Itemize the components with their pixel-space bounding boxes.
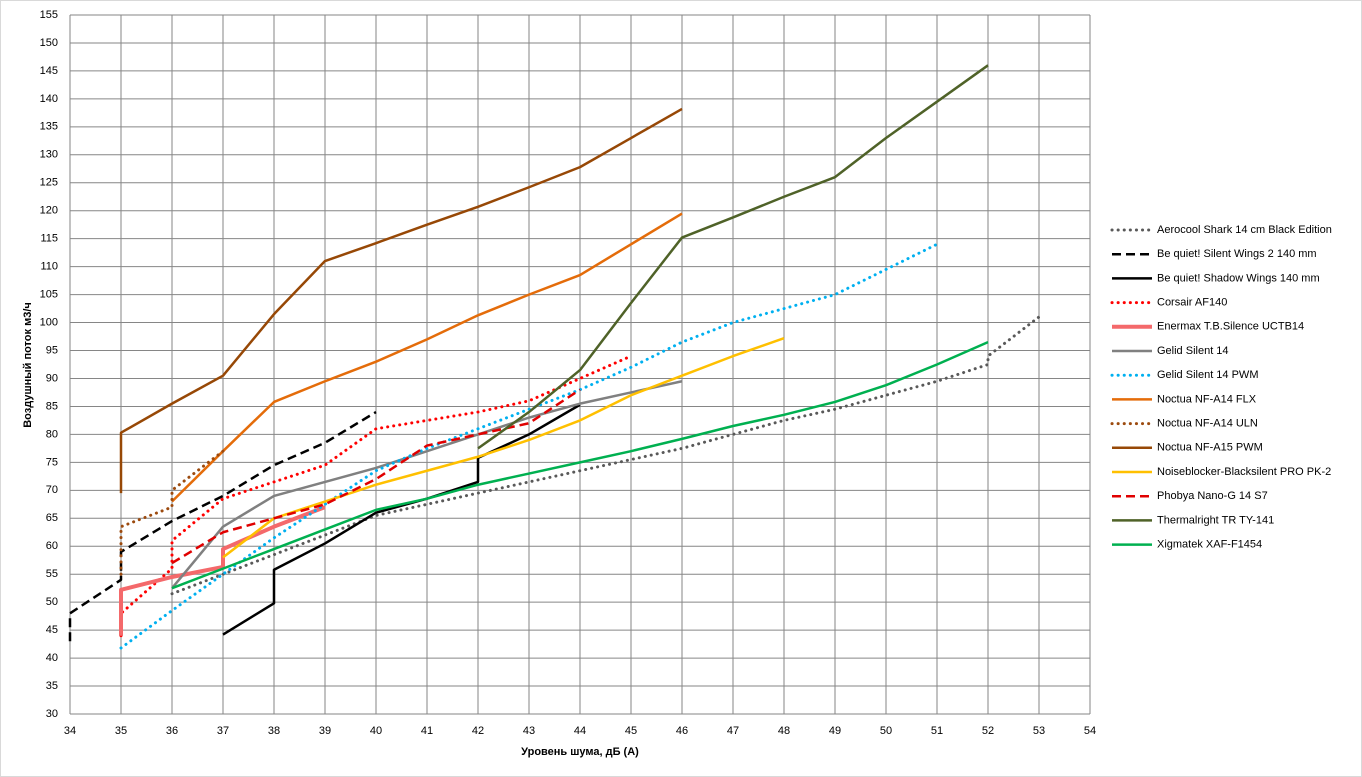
legend-label: Gelid Silent 14 PWM — [1157, 369, 1258, 381]
y-tick-label: 110 — [40, 261, 58, 273]
series-line — [171, 388, 581, 565]
legend-label: Noiseblocker-Blacksilent PRO PK-2 — [1157, 466, 1331, 478]
x-tick-label: 47 — [727, 725, 739, 737]
y-tick-label: 120 — [40, 205, 58, 217]
series-line — [171, 380, 683, 589]
series-line — [171, 340, 989, 590]
y-tick-label: 75 — [46, 456, 58, 468]
x-tick-label: 42 — [472, 725, 484, 737]
series-line — [119, 505, 326, 636]
y-tick-label: 105 — [40, 289, 58, 301]
x-tick-label: 35 — [115, 725, 127, 737]
x-tick-label: 45 — [625, 725, 637, 737]
y-tick-label: 60 — [46, 540, 58, 552]
x-tick-label: 46 — [676, 725, 688, 737]
y-tick-label: 80 — [46, 428, 58, 440]
x-tick-label: 48 — [778, 725, 790, 737]
legend-label: Noctua NF-A14 FLX — [1157, 393, 1257, 405]
y-tick-label: 55 — [46, 568, 58, 580]
legend-label: Thermalright TR TY-141 — [1157, 514, 1274, 526]
x-axis-title: Уровень шума, дБ (А) — [521, 746, 639, 758]
x-tick-label: 49 — [829, 725, 841, 737]
series-line — [119, 354, 633, 638]
x-tick-label: 53 — [1033, 725, 1045, 737]
y-tick-label: 150 — [40, 37, 58, 49]
y-tick-label: 65 — [46, 512, 58, 524]
legend-label: Xigmatek XAF-F1454 — [1157, 539, 1262, 551]
series-line — [68, 410, 377, 642]
legend-label: Gelid Silent 14 — [1157, 345, 1229, 357]
y-tick-label: 35 — [46, 680, 58, 692]
y-tick-label: 70 — [46, 484, 58, 496]
x-tick-label: 51 — [931, 725, 943, 737]
x-tick-label: 43 — [523, 725, 535, 737]
legend-label: Corsair AF140 — [1157, 297, 1227, 309]
series-line — [119, 449, 225, 576]
x-tick-label: 36 — [166, 725, 178, 737]
y-tick-label: 100 — [40, 316, 58, 328]
legend-label: Noctua NF-A14 ULN — [1157, 418, 1258, 430]
x-tick-label: 34 — [64, 725, 76, 737]
y-tick-label: 130 — [40, 149, 58, 161]
x-tick-label: 54 — [1084, 725, 1096, 737]
series-line — [119, 242, 939, 650]
y-tick-label: 125 — [40, 177, 58, 189]
x-tick-label: 41 — [421, 725, 433, 737]
x-tick-label: 37 — [217, 725, 229, 737]
series-line — [119, 107, 683, 494]
x-tick-label: 39 — [319, 725, 331, 737]
legend-label: Noctua NF-A15 PWM — [1157, 442, 1263, 454]
y-axis-title: Воздушный поток м3/ч — [22, 302, 34, 428]
y-tick-label: 155 — [40, 9, 58, 21]
series-line — [222, 337, 785, 559]
y-tick-label: 90 — [46, 372, 58, 384]
y-tick-label: 95 — [46, 344, 58, 356]
x-tick-label: 44 — [574, 725, 586, 737]
series-line — [170, 315, 1041, 596]
y-tick-label: 135 — [40, 121, 58, 133]
y-tick-label: 140 — [40, 93, 58, 105]
x-tick-label: 52 — [982, 725, 994, 737]
y-tick-label: 85 — [46, 400, 58, 412]
y-tick-label: 45 — [46, 624, 58, 636]
series-line — [222, 403, 581, 636]
legend-label: Enermax T.B.Silence UCTB14 — [1157, 321, 1304, 333]
series-line — [171, 212, 683, 503]
legend-label: Phobya Nano-G 14 S7 — [1157, 490, 1268, 502]
legend-label: Be quiet! Silent Wings 2 140 mm — [1157, 248, 1317, 260]
x-tick-label: 50 — [880, 725, 892, 737]
y-tick-label: 40 — [46, 652, 58, 664]
y-tick-label: 50 — [46, 596, 58, 608]
legend-label: Aerocool Shark 14 cm Black Edition — [1157, 224, 1332, 236]
y-tick-label: 145 — [40, 65, 58, 77]
legend-label: Be quiet! Shadow Wings 140 mm — [1157, 272, 1320, 284]
x-tick-label: 40 — [370, 725, 382, 737]
y-tick-label: 30 — [46, 708, 58, 720]
y-tick-label: 115 — [40, 233, 58, 245]
series-line — [477, 64, 989, 450]
x-tick-label: 38 — [268, 725, 280, 737]
